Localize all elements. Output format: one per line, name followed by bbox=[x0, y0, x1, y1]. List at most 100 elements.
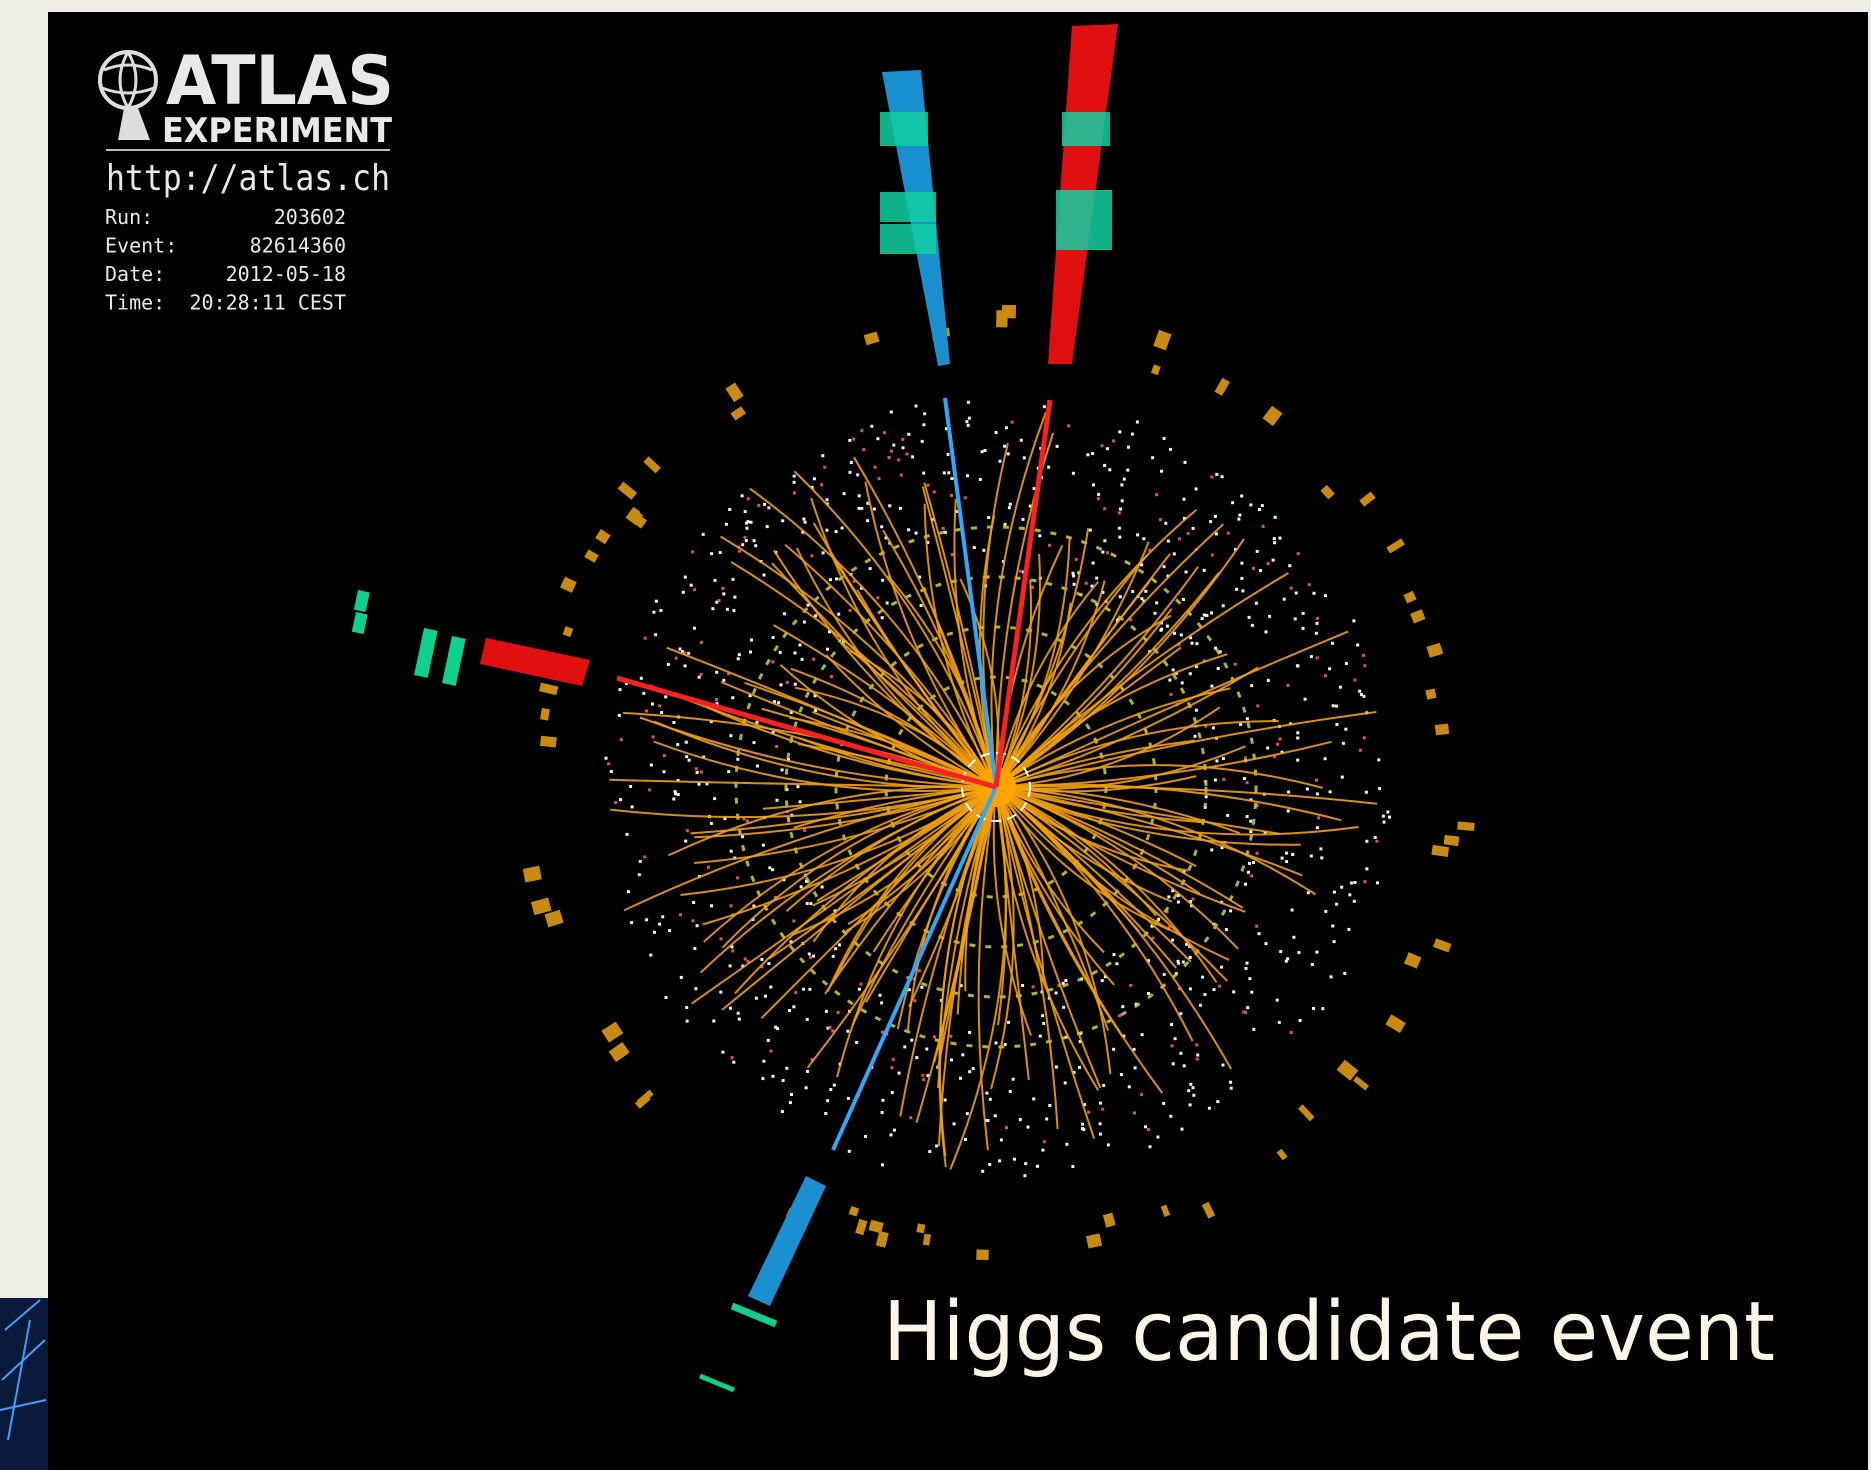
hit bbox=[1173, 552, 1176, 555]
hit bbox=[1177, 960, 1180, 963]
hit bbox=[835, 530, 838, 533]
hit bbox=[1363, 880, 1366, 883]
hit bbox=[1210, 476, 1213, 479]
hit bbox=[757, 504, 760, 507]
hit bbox=[1315, 632, 1318, 635]
hit bbox=[696, 924, 699, 927]
hit bbox=[803, 829, 806, 832]
hit bbox=[1187, 532, 1190, 535]
hit bbox=[1212, 726, 1215, 729]
hit bbox=[627, 890, 630, 893]
hit bbox=[746, 527, 749, 530]
hit bbox=[1348, 893, 1351, 896]
hit bbox=[684, 576, 687, 579]
hit bbox=[658, 923, 661, 926]
hit bbox=[1164, 522, 1167, 525]
logo-subtitle: EXPERIMENT bbox=[162, 111, 393, 151]
hit bbox=[890, 411, 893, 414]
hit bbox=[1339, 686, 1342, 689]
hit bbox=[732, 578, 735, 581]
hit bbox=[1160, 628, 1163, 631]
hit bbox=[1091, 452, 1094, 455]
hit bbox=[1003, 445, 1006, 448]
hit bbox=[776, 799, 779, 802]
hit bbox=[961, 1053, 964, 1056]
hit bbox=[677, 793, 680, 796]
hit bbox=[713, 797, 716, 800]
hit bbox=[1041, 1149, 1044, 1152]
hit bbox=[722, 592, 725, 595]
hit bbox=[1192, 527, 1195, 530]
hit bbox=[1249, 820, 1252, 823]
hit bbox=[1210, 685, 1213, 688]
hit bbox=[688, 759, 691, 762]
hit bbox=[809, 902, 812, 905]
hit bbox=[1195, 709, 1198, 712]
hit bbox=[714, 579, 717, 582]
hit bbox=[860, 983, 863, 986]
hit bbox=[629, 785, 632, 788]
hit bbox=[823, 466, 826, 469]
hit bbox=[660, 711, 663, 714]
hit bbox=[834, 947, 837, 950]
hit bbox=[749, 651, 752, 654]
hit bbox=[691, 550, 694, 553]
hit bbox=[1008, 506, 1011, 509]
hit bbox=[915, 1056, 918, 1059]
hit bbox=[1296, 664, 1299, 667]
hit bbox=[995, 431, 998, 434]
hit bbox=[1214, 779, 1217, 782]
hit bbox=[849, 609, 852, 612]
hit bbox=[719, 991, 722, 994]
hit bbox=[812, 955, 815, 958]
hit bbox=[826, 498, 829, 501]
hit bbox=[1101, 979, 1104, 982]
hit bbox=[809, 956, 812, 959]
hit bbox=[750, 521, 753, 524]
hit bbox=[876, 437, 879, 440]
hit bbox=[824, 1112, 827, 1115]
hit bbox=[729, 734, 732, 737]
hit bbox=[1281, 857, 1284, 860]
hit bbox=[979, 478, 982, 481]
hit bbox=[933, 1035, 936, 1038]
hit bbox=[1007, 1021, 1010, 1024]
hit bbox=[698, 783, 701, 786]
hit bbox=[1196, 1054, 1199, 1057]
hit bbox=[1240, 495, 1243, 498]
hit bbox=[950, 494, 953, 497]
hit bbox=[1177, 901, 1180, 904]
hit bbox=[1383, 821, 1386, 824]
hit bbox=[1133, 1112, 1136, 1115]
hit bbox=[679, 913, 682, 916]
hit bbox=[710, 904, 713, 907]
hit bbox=[1299, 1019, 1302, 1022]
hit bbox=[1304, 698, 1307, 701]
hit bbox=[733, 596, 736, 599]
hit bbox=[736, 758, 739, 761]
hit bbox=[1147, 992, 1150, 995]
hit bbox=[876, 596, 879, 599]
hit bbox=[1252, 861, 1255, 864]
hit bbox=[771, 660, 774, 663]
hit bbox=[808, 953, 811, 956]
hit bbox=[856, 473, 859, 476]
hit bbox=[1149, 1145, 1152, 1148]
hit bbox=[1072, 472, 1075, 475]
hit bbox=[799, 800, 802, 803]
hit bbox=[850, 461, 853, 464]
hit bbox=[972, 1067, 975, 1070]
hit bbox=[1238, 514, 1241, 517]
hit bbox=[1156, 1136, 1159, 1139]
hit bbox=[1071, 1165, 1074, 1168]
hit bbox=[1113, 953, 1116, 956]
hit bbox=[913, 999, 916, 1002]
hit bbox=[801, 658, 804, 661]
hit bbox=[1246, 815, 1249, 818]
hit bbox=[998, 1159, 1001, 1162]
hit bbox=[1163, 437, 1166, 440]
hit bbox=[737, 657, 740, 660]
hit bbox=[911, 455, 914, 458]
hit bbox=[820, 483, 823, 486]
hit bbox=[837, 613, 840, 616]
